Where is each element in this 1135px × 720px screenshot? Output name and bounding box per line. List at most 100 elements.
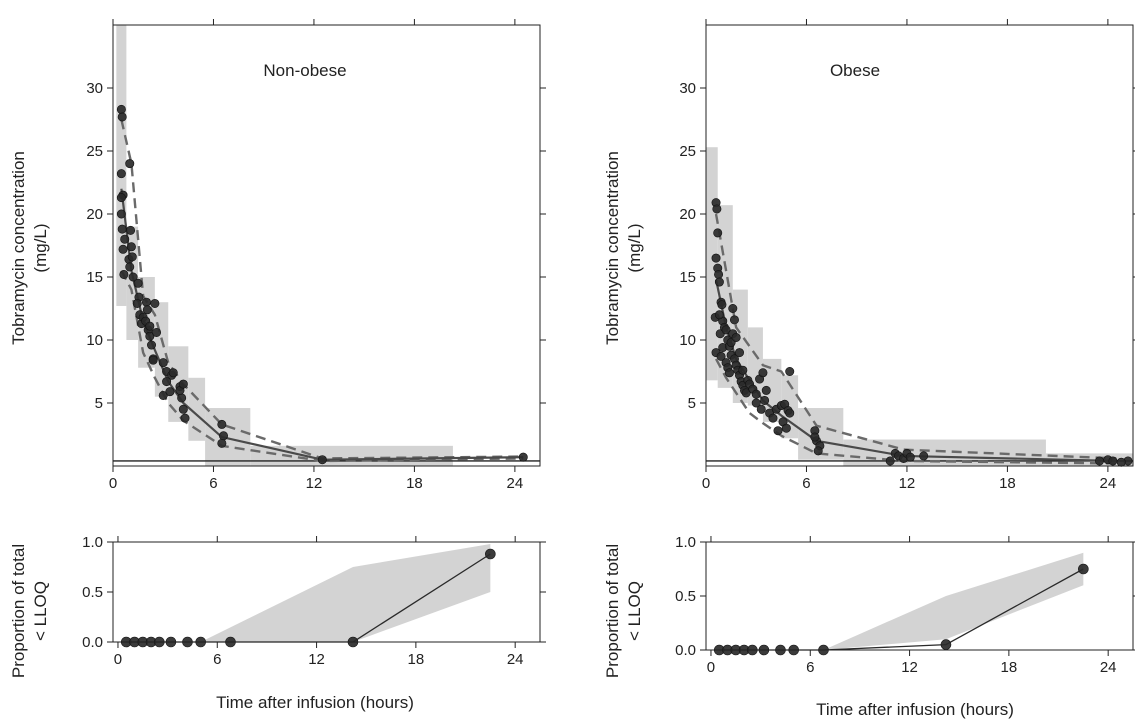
data-point: [728, 303, 738, 313]
y-tick-label: 20: [679, 206, 696, 223]
data-point: [518, 452, 528, 462]
data-point: [717, 300, 727, 310]
data-point: [178, 404, 188, 414]
y-axis-title-line-1: Tobramycin concentration: [9, 151, 28, 345]
data-point: [940, 639, 952, 650]
data-point: [150, 298, 160, 308]
data-point: [141, 297, 151, 307]
data-point: [1095, 456, 1105, 466]
y-tick-label: 1.0: [675, 534, 696, 551]
data-point: [158, 390, 168, 400]
data-point: [317, 455, 327, 465]
data-point: [813, 446, 823, 456]
data-point: [1078, 563, 1089, 575]
x-tick-label: 18: [1001, 659, 1018, 676]
data-point: [168, 368, 178, 378]
x-tick-label: 12: [306, 475, 323, 492]
x-tick-label: 24: [507, 475, 524, 492]
panel-title-obese: Obese: [830, 61, 880, 80]
data-point: [1116, 457, 1126, 467]
x-tick-label: 24: [1100, 475, 1117, 492]
y-tick-label: 1.0: [82, 534, 103, 551]
y-tick-label: 0.5: [675, 588, 696, 605]
data-point: [713, 228, 723, 238]
prediction-band: [250, 445, 453, 466]
y-tick-label: 0.0: [675, 642, 696, 659]
data-point: [117, 224, 127, 234]
data-point: [885, 456, 895, 466]
y-axis-title-line-2: < LLOQ: [31, 581, 50, 641]
x-tick-label: 0: [114, 651, 122, 668]
data-point: [785, 366, 795, 376]
data-point: [773, 426, 783, 436]
y-axis-title-line-1: Tobramycin concentration: [603, 151, 622, 345]
data-point: [118, 244, 128, 254]
data-point: [180, 413, 190, 423]
y-axis-title-line-1: Proportion of total: [9, 544, 28, 678]
prediction-band: [126, 544, 491, 642]
data-point: [217, 419, 227, 429]
x-tick-label: 18: [408, 651, 425, 668]
data-point: [116, 104, 126, 114]
percentile-95-line: [714, 213, 1117, 460]
y-tick-label: 5: [688, 395, 696, 412]
data-point: [919, 451, 929, 461]
data-point: [810, 432, 820, 442]
prediction-band: [116, 25, 127, 306]
data-point: [721, 325, 731, 335]
y-tick-label: 25: [86, 143, 103, 160]
data-point: [729, 315, 739, 325]
data-point: [485, 548, 496, 560]
percentile-5-line: [714, 358, 1117, 465]
data-point: [741, 388, 751, 398]
y-tick-label: 30: [679, 80, 696, 97]
y-axis-title-line-2: < LLOQ: [625, 581, 644, 641]
data-point: [714, 310, 724, 320]
x-tick-label: 18: [999, 475, 1016, 492]
prediction-band: [719, 552, 1084, 650]
prediction-band: [706, 147, 718, 381]
data-point: [760, 395, 770, 405]
data-point: [116, 169, 126, 179]
data-point: [128, 272, 138, 282]
data-point: [781, 423, 791, 433]
x-tick-label: 12: [899, 475, 916, 492]
data-point: [116, 209, 126, 219]
data-point: [148, 355, 158, 365]
data-point: [132, 298, 142, 308]
data-point: [162, 377, 172, 387]
y-tick-label: 25: [679, 143, 696, 160]
plot-frame: [705, 24, 1134, 467]
data-point: [758, 368, 768, 378]
data-point: [751, 398, 761, 408]
data-point: [117, 112, 127, 122]
x-tick-label: 12: [901, 659, 918, 676]
y-tick-label: 5: [95, 395, 103, 412]
y-tick-label: 10: [679, 332, 696, 349]
x-tick-label: 0: [109, 475, 117, 492]
x-tick-label: 6: [802, 475, 810, 492]
panel-non-obese-lloq: Proportion of total < LLOQ Time after in…: [9, 534, 546, 712]
data-point: [178, 379, 188, 389]
x-tick-label: 12: [308, 651, 325, 668]
x-tick-label: 6: [213, 651, 221, 668]
y-axis-title-line-2: (mg/L): [625, 223, 644, 272]
data-point: [714, 269, 724, 279]
panel-obese-lloq: Proportion of total < LLOQ Time after in…: [603, 534, 1135, 719]
x-tick-label: 6: [806, 659, 814, 676]
data-point: [734, 348, 744, 358]
data-point: [724, 368, 734, 378]
x-tick-label: 0: [707, 659, 715, 676]
x-tick-label: 18: [406, 475, 423, 492]
y-tick-label: 15: [679, 269, 696, 286]
y-axis-title-line-1: Proportion of total: [603, 544, 622, 678]
percentile-5-line: [120, 270, 524, 463]
data-point: [145, 321, 155, 331]
y-tick-label: 15: [86, 269, 103, 286]
x-tick-label: 0: [702, 475, 710, 492]
data-point: [785, 408, 795, 418]
data-point: [761, 385, 771, 395]
panel-non-obese-concentration: Non-obese Tobramycin concentration (mg/L…: [9, 19, 546, 492]
data-point: [165, 387, 175, 397]
